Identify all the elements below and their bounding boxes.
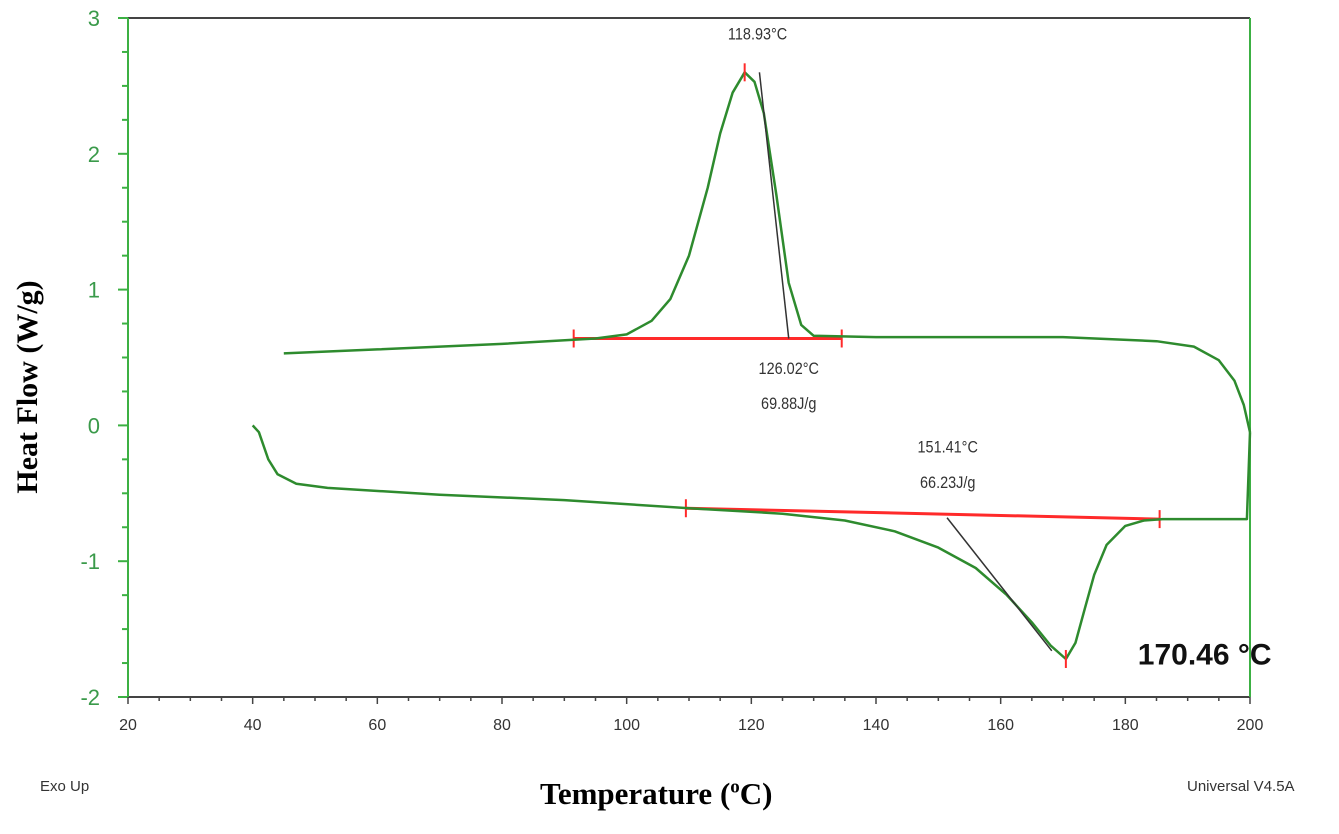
x-axis-label: Temperature (oC) [540, 776, 773, 812]
x-tick-label: 200 [1237, 717, 1264, 734]
x-tick-label: 100 [613, 717, 640, 734]
y-tick-label: 0 [88, 413, 100, 438]
x-axis-label-text: Temperature ( [540, 776, 731, 811]
x-tick-label: 20 [119, 717, 137, 734]
peak-annotation: 151.41°C [918, 439, 978, 457]
exo-up-label: Exo Up [40, 778, 90, 795]
y-tick-label: -1 [80, 549, 100, 574]
tangent-line [946, 517, 1053, 652]
software-version-label: Universal V4.5A [1187, 778, 1295, 795]
x-tick-label: 40 [244, 717, 262, 734]
x-axis-label-degree: o [730, 776, 740, 798]
heat-flow-curve-cooling [283, 71, 1252, 433]
y-axis-label: Heat Flow (W/g) [11, 280, 44, 494]
peak-annotation: 66.23J/g [920, 474, 975, 492]
x-tick-label: 60 [368, 717, 386, 734]
heat-flow-curve-heating [251, 424, 1252, 661]
y-tick-label: 1 [88, 278, 100, 303]
y-tick-label: -2 [80, 685, 100, 710]
peak-annotation: 170.46 °C [1138, 638, 1272, 671]
y-tick-label: 2 [88, 142, 100, 167]
x-tick-label: 80 [493, 717, 511, 734]
x-tick-label: 180 [1112, 717, 1139, 734]
y-tick-label: 3 [88, 6, 100, 31]
tangent-line [758, 72, 790, 339]
peak-annotation: 126.02°C [759, 360, 819, 378]
peak-annotation: 118.93°C [728, 26, 787, 44]
peak-annotation: 69.88J/g [761, 395, 816, 413]
x-tick-label: 120 [738, 717, 765, 734]
x-tick-label: 160 [987, 717, 1014, 734]
x-axis-label-unit: C) [739, 776, 773, 811]
x-tick-label: 140 [863, 717, 890, 734]
integration-baseline [685, 506, 1160, 521]
